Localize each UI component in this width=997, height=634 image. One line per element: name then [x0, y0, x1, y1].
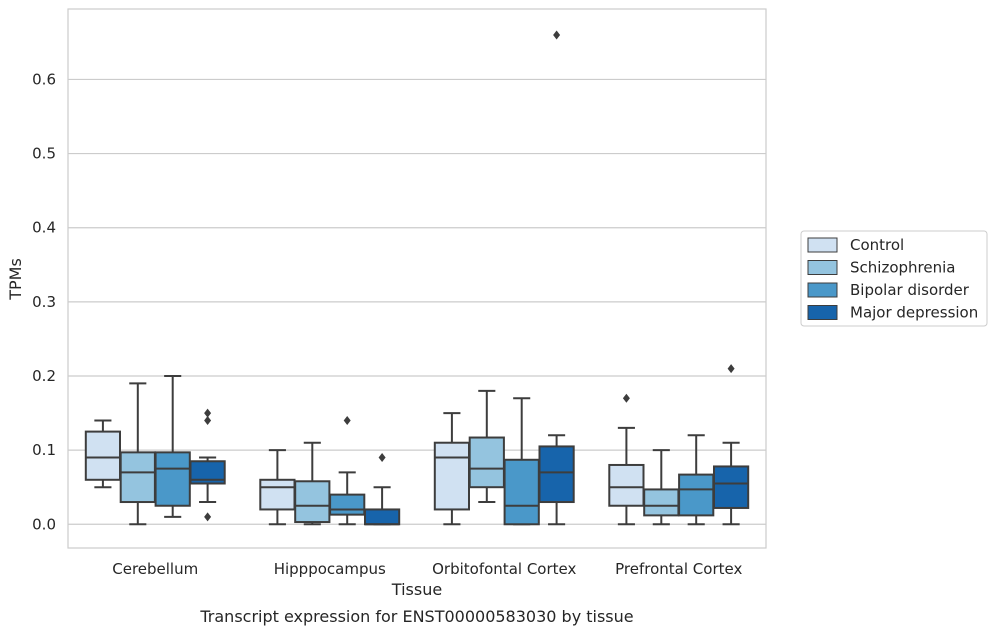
box-control [433, 412, 471, 526]
legend-label: Control [850, 236, 904, 254]
x-tick-label: Hipppocampus [274, 560, 386, 578]
box-bipolar-disorder [678, 434, 715, 526]
y-tick-label: 0.2 [32, 367, 56, 385]
box-iqr [608, 463, 645, 507]
legend-swatch [807, 282, 838, 298]
box-schizophrenia [468, 389, 505, 504]
legend-item-major-depression: Major depression [807, 304, 978, 322]
box-iqr [712, 465, 750, 509]
box-iqr [468, 436, 505, 489]
y-tick-label: 0.3 [32, 293, 56, 311]
y-tick-label: 0.4 [32, 219, 56, 237]
y-axis-title: TPMs [6, 258, 25, 301]
y-tick-label: 0.5 [32, 145, 56, 163]
outlier-point [727, 364, 735, 374]
legend-swatch [807, 237, 838, 253]
legend-swatch [807, 260, 838, 275]
box-iqr [119, 451, 156, 504]
box-schizophrenia [643, 449, 680, 526]
x-axis-title: Tissue [391, 580, 442, 599]
box-iqr [433, 441, 471, 511]
box-major-depression [538, 30, 575, 526]
box-iqr [84, 430, 122, 481]
chart-caption: Transcript expression for ENST0000058303… [199, 607, 633, 626]
legend-frame [800, 230, 988, 327]
y-tick-label: 0.6 [32, 70, 56, 88]
legend-swatch [807, 305, 838, 320]
box-control [84, 419, 122, 489]
plot-area-frame [67, 8, 767, 549]
box-iqr [538, 445, 575, 504]
outlier-point [553, 30, 561, 40]
outlier-point [204, 512, 212, 522]
box-iqr [294, 480, 331, 524]
legend-item-bipolar-disorder: Bipolar disorder [807, 281, 970, 299]
box-iqr [189, 460, 226, 485]
box-major-depression [189, 408, 226, 522]
legend: Control Schizophrenia Bipolar disorder Majo… [800, 230, 988, 327]
box-bipolar-disorder [503, 397, 540, 526]
outlier-point [622, 393, 630, 403]
outlier-point [204, 408, 212, 418]
box-iqr [259, 478, 296, 511]
legend-label: Bipolar disorder [850, 281, 970, 299]
x-tick-label: Cerebellum [112, 560, 198, 578]
box-schizophrenia [294, 441, 331, 526]
box-control [608, 393, 645, 526]
box-iqr [363, 508, 401, 526]
box-bipolar-disorder [329, 415, 366, 526]
box-control [259, 449, 296, 526]
box-schizophrenia [119, 382, 156, 526]
x-tick-labels: Cerebellum Hipppocampus Orbitofontal Corte… [112, 560, 742, 578]
box-major-depression [712, 364, 750, 526]
box-iqr [154, 451, 191, 507]
box-iqr [643, 488, 680, 517]
box-iqr [503, 458, 540, 526]
outlier-point [343, 415, 351, 425]
outlier-point [378, 453, 386, 463]
outlier-point [204, 415, 212, 425]
legend-label: Schizophrenia [850, 259, 955, 277]
y-tick-label: 0.1 [32, 441, 56, 459]
y-tick-labels: 0.0 0.1 0.2 0.3 0.4 0.5 0.6 [32, 70, 56, 533]
x-tick-label: Orbitofontal Cortex [432, 560, 576, 578]
x-tick-label: Prefrontal Cortex [615, 560, 742, 578]
legend-label: Major depression [850, 304, 978, 322]
legend-item-schizophrenia: Schizophrenia [807, 259, 955, 277]
box-iqr [678, 473, 715, 517]
legend-item-control: Control [807, 236, 904, 254]
box-iqr [329, 493, 366, 516]
box-major-depression [363, 453, 401, 526]
box-bipolar-disorder [154, 374, 191, 518]
box-layer [84, 30, 750, 526]
gridlines [68, 78, 766, 525]
y-tick-label: 0.0 [32, 515, 56, 533]
